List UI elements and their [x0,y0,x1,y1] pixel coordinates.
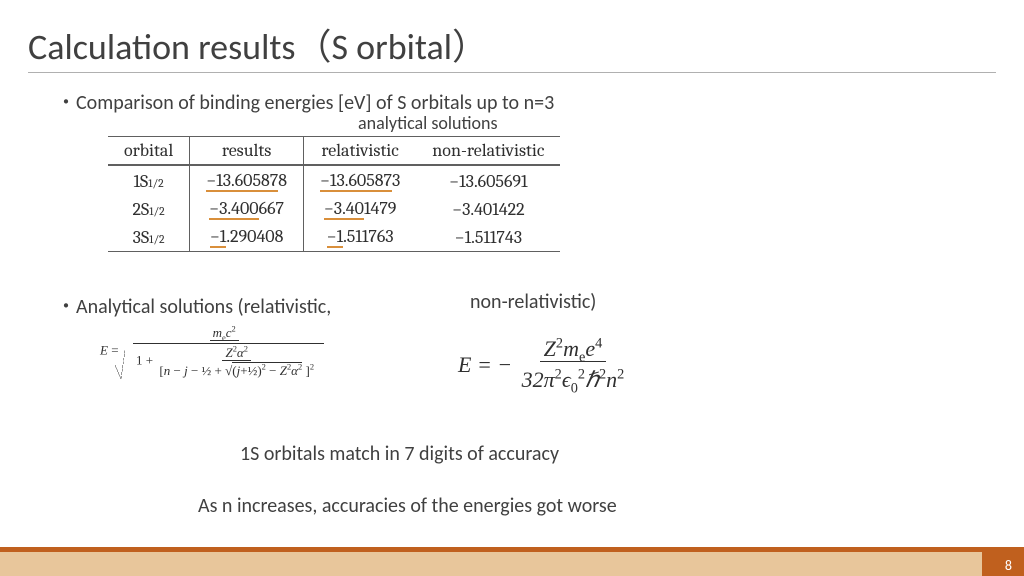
page-number: 8 [1005,557,1012,574]
energy-table: orbital results relativistic non-relativ… [108,136,560,252]
th-orbital: orbital [108,137,190,166]
table-row: 3S1/2 −1.290408 −1.511763 −1.511743 [108,223,560,252]
note-accuracy: 1S orbitals match in 7 digits of accurac… [240,442,559,466]
page-number-box [982,552,1024,576]
page-title: Calculation results（S orbital） [28,18,488,70]
formula-relativistic: E = mec2 1 + Z2α2 [n − j − ½ + √(j+½)2 −… [100,324,327,379]
footer-accent-bar [0,547,1024,552]
note-worse: As n increases, accuracies of the energi… [198,494,617,518]
table-row: 2S1/2 −3.400667 −3.401479 −3.401422 [108,195,560,223]
th-nonrelativistic: non-relativistic [416,137,560,166]
nonrel-label: non-relativistic) [470,290,596,314]
th-results: results [190,137,304,166]
bullet-comparison: Comparison of binding energies [eV] of S… [74,86,554,115]
formula-nonrelativistic: E = − Z2mee4 32π2ϵ02ℏ2n2 [458,336,628,397]
energy-table-body: 1S1/2 −13.605878 −13.605873 −13.605691 2… [108,165,560,252]
title-divider [28,72,996,73]
table-row: 1S1/2 −13.605878 −13.605873 −13.605691 [108,165,560,195]
footer-light-bar [0,552,1024,576]
bullet-analytical: Analytical solutions (relativistic, [74,290,331,319]
th-relativistic: relativistic [303,137,416,166]
analytical-solutions-label: analytical solutions [358,112,498,134]
